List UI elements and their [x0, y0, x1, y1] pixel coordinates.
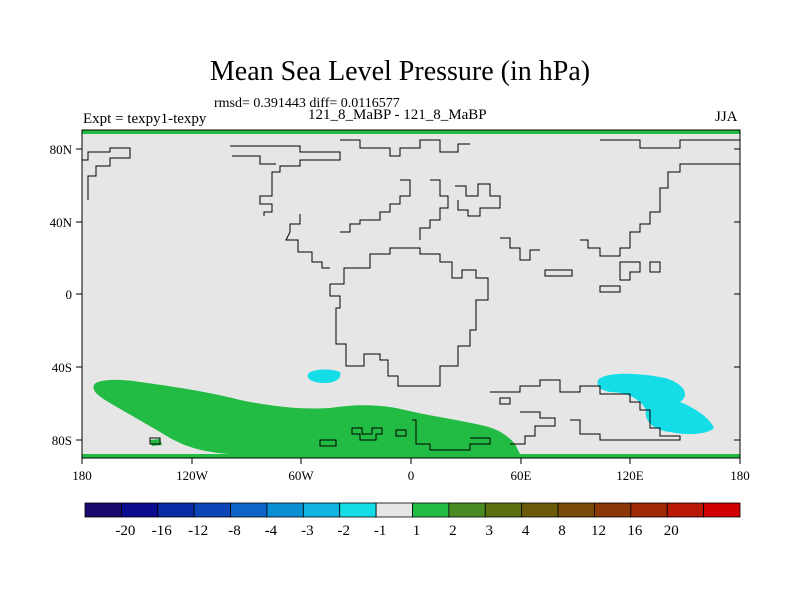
- colorbar-label: 1: [413, 523, 421, 539]
- lat-label-40n: 40N: [50, 215, 73, 230]
- south-edge-band: [82, 454, 740, 458]
- colorbar-label: 2: [449, 523, 457, 539]
- colorbar-swatch: [230, 502, 268, 518]
- negative-anomaly-region-east: [597, 373, 714, 435]
- positive-anomaly-region: [93, 379, 520, 454]
- experiment-label: Expt = texpy1-texpy: [83, 111, 207, 127]
- lon-label-0: 0: [408, 468, 415, 483]
- colorbar-swatch: [557, 502, 595, 518]
- colorbar-swatch: [594, 502, 632, 518]
- lon-label-60w: 60W: [288, 468, 314, 483]
- lat-label-80s: 80S: [52, 433, 72, 448]
- colorbar-label: 3: [486, 523, 494, 539]
- colorbar-label: -2: [337, 523, 350, 539]
- lon-ticks: [81, 458, 741, 464]
- subtitle-label: 121_8_MaBP - 121_8_MaBP: [308, 107, 487, 123]
- lon-label-180w: 180: [72, 468, 92, 483]
- lon-label-120e: 120E: [616, 468, 644, 483]
- colorbar-label: -1: [374, 523, 387, 539]
- colorbar-swatch: [120, 502, 159, 518]
- colorbar-label: 8: [558, 523, 566, 539]
- lat-label-40s: 40S: [52, 360, 72, 375]
- colorbar-swatch: [302, 502, 341, 518]
- coastlines: [82, 139, 740, 451]
- colorbar-label: -4: [265, 523, 278, 539]
- colorbar-label: 16: [627, 523, 643, 539]
- colorbar-label: -20: [115, 523, 135, 539]
- colorbar-swatch: [521, 502, 559, 518]
- colorbar-swatch: [84, 502, 122, 518]
- colorbar-label: 4: [522, 523, 530, 539]
- chart-title: Mean Sea Level Pressure (in hPa): [209, 56, 591, 87]
- colorbar-swatch: [484, 502, 523, 518]
- north-edge-band: [82, 130, 740, 134]
- colorbar-swatch: [448, 502, 486, 518]
- colorbar-swatch: [703, 502, 741, 518]
- lon-label-180e: 180: [730, 468, 750, 483]
- colorbar-swatch: [666, 502, 705, 518]
- season-label: JJA: [715, 109, 738, 125]
- colorbar-swatch: [630, 502, 668, 518]
- colorbar-swatch: [193, 502, 231, 518]
- lat-label-0: 0: [66, 287, 73, 302]
- lon-label-120w: 120W: [176, 468, 209, 483]
- colorbar-label: -8: [228, 523, 241, 539]
- colorbar-swatch: [375, 502, 413, 518]
- colorbar: -20 -16 -12 -8 -4 -3 -2 -1 1 2 3 4 8 12 16 20: [84, 502, 741, 539]
- colorbar-label: -3: [301, 523, 314, 539]
- colorbar-swatch: [412, 502, 450, 518]
- colorbar-swatch: [266, 502, 304, 518]
- colorbar-label: -12: [188, 523, 208, 539]
- negative-anomaly-region-west: [307, 369, 341, 383]
- lat-ticks: [76, 148, 740, 441]
- colorbar-label: 12: [591, 523, 606, 539]
- lat-label-80n: 80N: [50, 142, 73, 157]
- colorbar-label: -16: [152, 523, 172, 539]
- lon-label-60e: 60E: [511, 468, 532, 483]
- stats-line: rmsd= 0.391443 diff= 0.0116577: [214, 96, 400, 111]
- colorbar-swatch: [339, 502, 377, 518]
- colorbar-label: 20: [664, 523, 679, 539]
- colorbar-swatch: [157, 502, 195, 518]
